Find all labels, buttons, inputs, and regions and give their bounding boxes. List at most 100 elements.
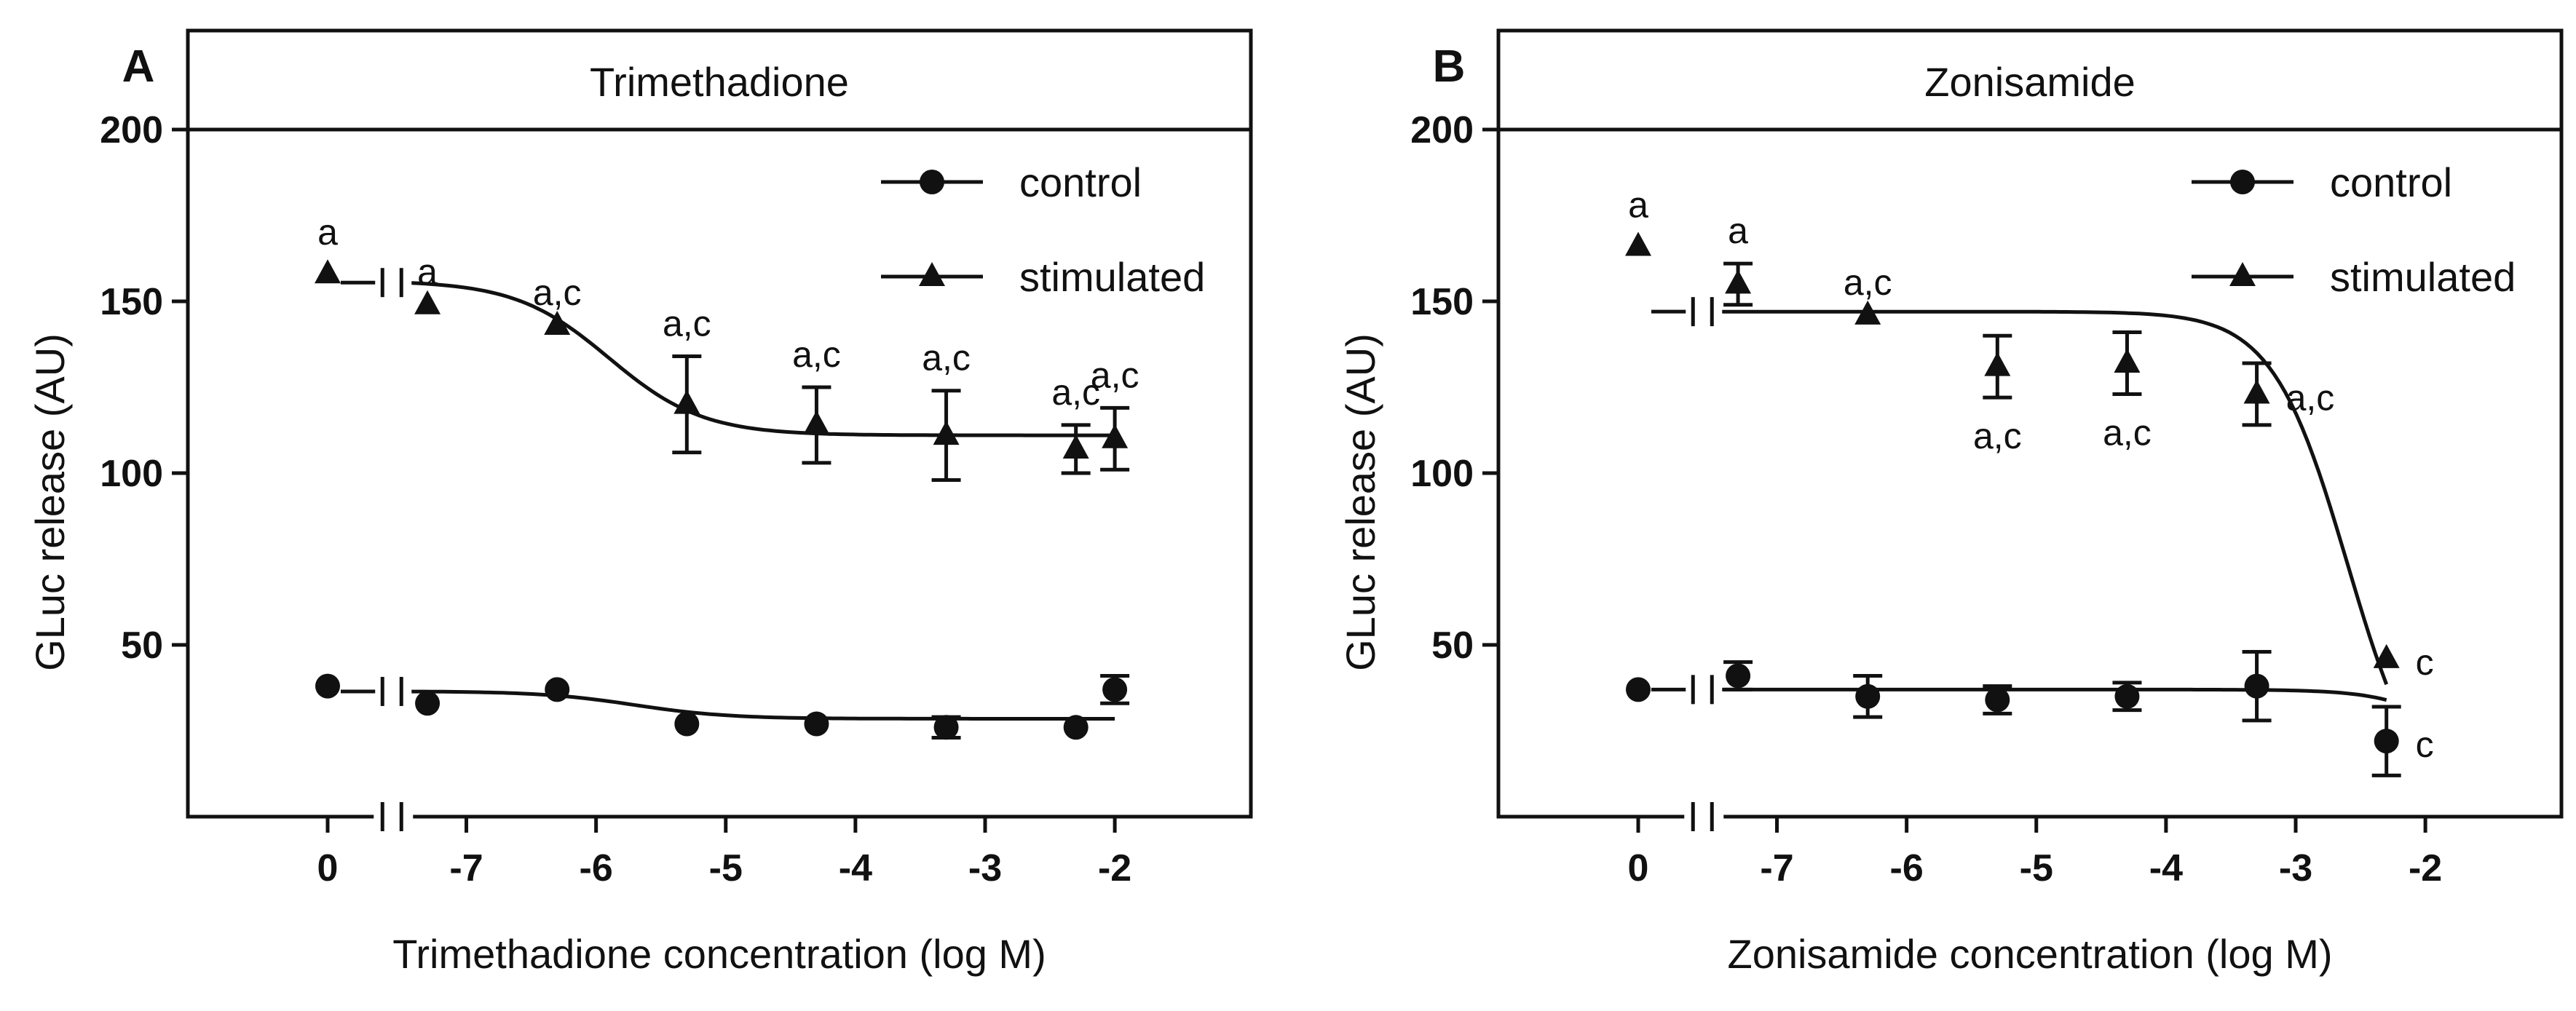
data-point <box>545 677 570 702</box>
data-point <box>1102 424 1129 448</box>
legend-marker <box>2230 170 2255 194</box>
data-point <box>1855 683 1881 709</box>
y-tick-label: 50 <box>1431 625 1474 667</box>
y-tick-label: 150 <box>100 281 163 323</box>
axis-break-gap <box>374 802 414 831</box>
legend: control stimulated <box>881 159 1205 300</box>
legend-marker <box>919 262 945 286</box>
legend-marker <box>2229 262 2256 286</box>
fit-curve <box>1712 687 2387 702</box>
x-axis-title: Trimethadione concentration (log M) <box>392 931 1046 977</box>
significance-label: a,c <box>663 304 711 344</box>
significance-label: a <box>417 252 438 293</box>
x-tick-label: -3 <box>968 847 1002 889</box>
data-point <box>1854 300 1881 325</box>
x-tick-label: -5 <box>709 847 743 889</box>
data-point-zero <box>315 673 340 699</box>
data-point <box>803 410 830 435</box>
panel-b: B Zonisamide 50 100 150 200 0 -7 -6 -5 -4 -3 -2 Zonis… <box>1338 28 2564 977</box>
legend-label: control <box>1019 159 1142 205</box>
data-point <box>804 711 829 737</box>
significance-label: a,c <box>2286 377 2335 418</box>
series-control: c <box>1626 649 2434 777</box>
data-point <box>674 711 700 737</box>
data-point-zero <box>1625 231 1651 256</box>
x-tick-label: -4 <box>839 847 872 889</box>
data-point <box>1725 269 1752 294</box>
legend-label: stimulated <box>1019 254 1205 300</box>
data-point <box>1062 434 1089 459</box>
data-point <box>1985 687 2010 713</box>
data-point <box>414 290 441 314</box>
axis-break-gap <box>1684 802 1724 831</box>
fit-curve <box>401 280 1115 437</box>
significance-label: a <box>1728 210 1748 251</box>
significance-label: c <box>2416 642 2434 683</box>
x-tick-label: -2 <box>1098 847 1131 889</box>
data-point <box>544 311 571 336</box>
panel-title: Zonisamide <box>1924 59 2135 105</box>
legend-label: stimulated <box>2330 254 2516 300</box>
significance-label: a,c <box>1051 372 1100 413</box>
data-point <box>933 715 959 740</box>
data-point-zero <box>1626 677 1651 702</box>
panel-title: Trimethadione <box>590 59 849 105</box>
x-tick-label: -4 <box>2149 847 2183 889</box>
y-tick-label: 100 <box>1410 453 1474 495</box>
data-point <box>1063 715 1089 740</box>
x-tick-label: -5 <box>2020 847 2053 889</box>
data-point <box>2243 379 2270 404</box>
fit-curve <box>401 689 1115 721</box>
data-point <box>1102 677 1128 702</box>
significance-label: a,c <box>1844 262 1892 303</box>
data-point <box>1726 663 1751 689</box>
plot-frame <box>1496 127 2564 819</box>
significance-label: a,c <box>533 272 582 313</box>
significance-label: a,c <box>2103 412 2152 453</box>
significance-label: a,c <box>792 334 841 375</box>
x-axis-title: Zonisamide concentration (log M) <box>1727 931 2332 977</box>
data-point <box>1984 352 2011 376</box>
x-tick-label: 0 <box>317 847 339 889</box>
x-tick-label: -6 <box>1890 847 1924 889</box>
data-point <box>933 421 960 445</box>
y-axis-title: GLuc release (AU) <box>27 333 73 671</box>
legend-label: control <box>2330 159 2452 205</box>
data-point-zero <box>315 259 341 284</box>
data-point <box>2114 683 2140 709</box>
x-tick-label: -3 <box>2279 847 2312 889</box>
legend: control stimulated <box>2192 159 2516 300</box>
series-stimulated: aaa,ca,ca,c a,ca,ca,c <box>315 212 1139 482</box>
y-tick-label: 50 <box>121 625 163 667</box>
y-axis-title: GLuc release (AU) <box>1338 333 1383 671</box>
y-tick-label: 150 <box>1410 281 1474 323</box>
x-tick-label: -7 <box>1760 847 1793 889</box>
x-tick-label: -7 <box>449 847 483 889</box>
panel-a: A Trimethadione 50 100 150 200 0 -7 -6 -5 -4 -3 -2 Tr… <box>27 28 1253 977</box>
significance-label: a,c <box>1091 354 1139 395</box>
legend-marker <box>920 170 944 194</box>
data-point <box>415 691 440 716</box>
significance-label: a <box>317 212 338 253</box>
panel-letter: B <box>1433 41 1466 92</box>
fit-curve <box>1712 309 2389 686</box>
data-point <box>2114 348 2141 373</box>
y-tick-label: 100 <box>100 453 163 495</box>
x-tick-label: 0 <box>1628 847 1649 889</box>
significance-label: a <box>1628 184 1648 225</box>
data-point <box>2373 643 2400 668</box>
significance-label: a,c <box>922 338 971 378</box>
significance-label: c <box>2416 724 2434 765</box>
data-point <box>2374 729 2399 754</box>
x-tick-label: -6 <box>580 847 613 889</box>
x-tick-label: -2 <box>2409 847 2442 889</box>
y-tick-label: 200 <box>100 109 163 151</box>
series-stimulated: a a a,c a,c a,c a,c c <box>1625 184 2434 686</box>
significance-label: a,c <box>1973 416 2022 456</box>
y-tick-label: 200 <box>1410 109 1474 151</box>
series-control <box>315 673 1130 740</box>
data-point <box>673 389 700 414</box>
panel-letter: A <box>122 41 155 92</box>
data-point <box>2244 673 2269 699</box>
